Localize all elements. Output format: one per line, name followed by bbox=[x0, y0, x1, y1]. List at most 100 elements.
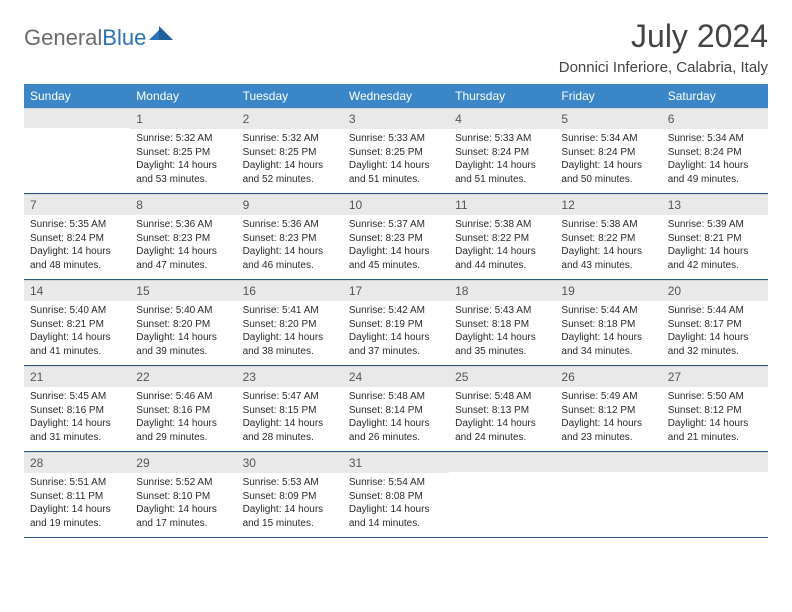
logo-gray-text: General bbox=[24, 25, 102, 51]
day-body: Sunrise: 5:36 AMSunset: 8:23 PMDaylight:… bbox=[130, 215, 236, 279]
sunset-text: Sunset: 8:18 PM bbox=[455, 318, 549, 332]
day-number: 26 bbox=[555, 366, 661, 387]
day-body: Sunrise: 5:43 AMSunset: 8:18 PMDaylight:… bbox=[449, 301, 555, 365]
day-cell: 5Sunrise: 5:34 AMSunset: 8:24 PMDaylight… bbox=[555, 108, 661, 194]
daylight-text: Daylight: 14 hours and 43 minutes. bbox=[561, 245, 655, 272]
day-cell: 17Sunrise: 5:42 AMSunset: 8:19 PMDayligh… bbox=[343, 280, 449, 366]
sunrise-text: Sunrise: 5:33 AM bbox=[455, 132, 549, 146]
day-number bbox=[24, 108, 130, 128]
daylight-text: Daylight: 14 hours and 26 minutes. bbox=[349, 417, 443, 444]
day-cell: 25Sunrise: 5:48 AMSunset: 8:13 PMDayligh… bbox=[449, 366, 555, 452]
daylight-text: Daylight: 14 hours and 47 minutes. bbox=[136, 245, 230, 272]
sunset-text: Sunset: 8:12 PM bbox=[668, 404, 762, 418]
sunrise-text: Sunrise: 5:44 AM bbox=[561, 304, 655, 318]
daylight-text: Daylight: 14 hours and 29 minutes. bbox=[136, 417, 230, 444]
daylight-text: Daylight: 14 hours and 38 minutes. bbox=[243, 331, 337, 358]
day-number: 22 bbox=[130, 366, 236, 387]
sunrise-text: Sunrise: 5:38 AM bbox=[561, 218, 655, 232]
day-number: 15 bbox=[130, 280, 236, 301]
day-cell bbox=[24, 108, 130, 194]
day-cell: 21Sunrise: 5:45 AMSunset: 8:16 PMDayligh… bbox=[24, 366, 130, 452]
day-number: 1 bbox=[130, 108, 236, 129]
sunset-text: Sunset: 8:08 PM bbox=[349, 490, 443, 504]
day-number: 6 bbox=[662, 108, 768, 129]
day-number: 4 bbox=[449, 108, 555, 129]
sunset-text: Sunset: 8:24 PM bbox=[668, 146, 762, 160]
sunrise-text: Sunrise: 5:34 AM bbox=[668, 132, 762, 146]
sunset-text: Sunset: 8:13 PM bbox=[455, 404, 549, 418]
day-header-tue: Tuesday bbox=[237, 84, 343, 108]
sunrise-text: Sunrise: 5:37 AM bbox=[349, 218, 443, 232]
sunrise-text: Sunrise: 5:41 AM bbox=[243, 304, 337, 318]
sunset-text: Sunset: 8:22 PM bbox=[455, 232, 549, 246]
day-number: 8 bbox=[130, 194, 236, 215]
day-body bbox=[555, 472, 661, 528]
sunset-text: Sunset: 8:18 PM bbox=[561, 318, 655, 332]
sunset-text: Sunset: 8:25 PM bbox=[136, 146, 230, 160]
logo: GeneralBlue bbox=[24, 24, 173, 51]
daylight-text: Daylight: 14 hours and 53 minutes. bbox=[136, 159, 230, 186]
logo-blue-text: Blue bbox=[102, 25, 146, 51]
week-row: 28Sunrise: 5:51 AMSunset: 8:11 PMDayligh… bbox=[24, 452, 768, 538]
day-number bbox=[555, 452, 661, 472]
day-number: 3 bbox=[343, 108, 449, 129]
day-body: Sunrise: 5:40 AMSunset: 8:20 PMDaylight:… bbox=[130, 301, 236, 365]
sunset-text: Sunset: 8:24 PM bbox=[455, 146, 549, 160]
day-number: 21 bbox=[24, 366, 130, 387]
day-body: Sunrise: 5:39 AMSunset: 8:21 PMDaylight:… bbox=[662, 215, 768, 279]
sunrise-text: Sunrise: 5:45 AM bbox=[30, 390, 124, 404]
day-body: Sunrise: 5:33 AMSunset: 8:25 PMDaylight:… bbox=[343, 129, 449, 193]
day-number: 9 bbox=[237, 194, 343, 215]
day-cell: 10Sunrise: 5:37 AMSunset: 8:23 PMDayligh… bbox=[343, 194, 449, 280]
sunrise-text: Sunrise: 5:53 AM bbox=[243, 476, 337, 490]
day-cell: 18Sunrise: 5:43 AMSunset: 8:18 PMDayligh… bbox=[449, 280, 555, 366]
sunset-text: Sunset: 8:20 PM bbox=[243, 318, 337, 332]
daylight-text: Daylight: 14 hours and 21 minutes. bbox=[668, 417, 762, 444]
sunrise-text: Sunrise: 5:34 AM bbox=[561, 132, 655, 146]
day-cell: 13Sunrise: 5:39 AMSunset: 8:21 PMDayligh… bbox=[662, 194, 768, 280]
sunset-text: Sunset: 8:11 PM bbox=[30, 490, 124, 504]
daylight-text: Daylight: 14 hours and 52 minutes. bbox=[243, 159, 337, 186]
day-body: Sunrise: 5:48 AMSunset: 8:14 PMDaylight:… bbox=[343, 387, 449, 451]
day-body: Sunrise: 5:48 AMSunset: 8:13 PMDaylight:… bbox=[449, 387, 555, 451]
day-number: 7 bbox=[24, 194, 130, 215]
day-body: Sunrise: 5:54 AMSunset: 8:08 PMDaylight:… bbox=[343, 473, 449, 537]
day-number bbox=[449, 452, 555, 472]
day-header-row: Sunday Monday Tuesday Wednesday Thursday… bbox=[24, 84, 768, 108]
daylight-text: Daylight: 14 hours and 50 minutes. bbox=[561, 159, 655, 186]
sunrise-text: Sunrise: 5:52 AM bbox=[136, 476, 230, 490]
day-cell: 26Sunrise: 5:49 AMSunset: 8:12 PMDayligh… bbox=[555, 366, 661, 452]
daylight-text: Daylight: 14 hours and 46 minutes. bbox=[243, 245, 337, 272]
day-cell: 15Sunrise: 5:40 AMSunset: 8:20 PMDayligh… bbox=[130, 280, 236, 366]
day-header-thu: Thursday bbox=[449, 84, 555, 108]
day-header-wed: Wednesday bbox=[343, 84, 449, 108]
daylight-text: Daylight: 14 hours and 35 minutes. bbox=[455, 331, 549, 358]
day-number: 19 bbox=[555, 280, 661, 301]
daylight-text: Daylight: 14 hours and 42 minutes. bbox=[668, 245, 762, 272]
sunrise-text: Sunrise: 5:33 AM bbox=[349, 132, 443, 146]
day-body: Sunrise: 5:40 AMSunset: 8:21 PMDaylight:… bbox=[24, 301, 130, 365]
sunrise-text: Sunrise: 5:35 AM bbox=[30, 218, 124, 232]
day-cell: 31Sunrise: 5:54 AMSunset: 8:08 PMDayligh… bbox=[343, 452, 449, 538]
day-number: 23 bbox=[237, 366, 343, 387]
daylight-text: Daylight: 14 hours and 31 minutes. bbox=[30, 417, 124, 444]
sunrise-text: Sunrise: 5:32 AM bbox=[243, 132, 337, 146]
day-body: Sunrise: 5:37 AMSunset: 8:23 PMDaylight:… bbox=[343, 215, 449, 279]
day-header-fri: Friday bbox=[555, 84, 661, 108]
day-body: Sunrise: 5:34 AMSunset: 8:24 PMDaylight:… bbox=[662, 129, 768, 193]
day-cell: 1Sunrise: 5:32 AMSunset: 8:25 PMDaylight… bbox=[130, 108, 236, 194]
day-cell bbox=[555, 452, 661, 538]
day-body: Sunrise: 5:38 AMSunset: 8:22 PMDaylight:… bbox=[555, 215, 661, 279]
day-body bbox=[449, 472, 555, 528]
day-body: Sunrise: 5:38 AMSunset: 8:22 PMDaylight:… bbox=[449, 215, 555, 279]
day-body bbox=[662, 472, 768, 528]
header: GeneralBlue July 2024 Donnici Inferiore,… bbox=[24, 18, 768, 76]
sunrise-text: Sunrise: 5:36 AM bbox=[243, 218, 337, 232]
sunrise-text: Sunrise: 5:51 AM bbox=[30, 476, 124, 490]
week-row: 7 Sunrise: 5:35 AMSunset: 8:24 PM Daylight… bbox=[24, 194, 768, 280]
day-number: 30 bbox=[237, 452, 343, 473]
sunset-text: Sunset: 8:24 PM bbox=[30, 232, 124, 246]
sunset-text: Sunset: 8:25 PM bbox=[243, 146, 337, 160]
day-body: Sunrise: 5:51 AMSunset: 8:11 PMDaylight:… bbox=[24, 473, 130, 537]
sunset-text: Sunset: 8:23 PM bbox=[349, 232, 443, 246]
